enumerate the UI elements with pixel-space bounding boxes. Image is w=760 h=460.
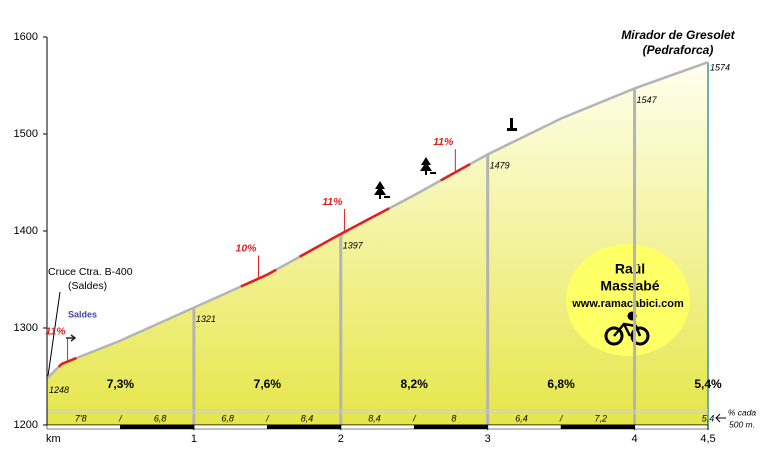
caption-arrow [715,413,726,423]
km-bar [340,424,415,430]
km-bar [487,424,562,430]
half-km-caption: % cada [728,407,757,417]
section-gradient: 5,4% [694,377,722,391]
steep-label: 11% [433,136,454,148]
subtitle: (Pedraforca) [643,43,714,57]
y-tick-label: 1600 [14,31,38,43]
junction-sub: (Saldes) [68,280,107,292]
half-km-sep: / [118,413,123,423]
credit-surname: Massabé [600,278,659,294]
credit-url: www.ramacabici.com [571,298,684,310]
steep-segment [240,268,277,288]
half-km-sep: / [412,413,417,423]
y-tick-label: 1200 [14,419,38,431]
half-km-sep: / [265,413,270,423]
km-bar [413,424,488,430]
half-km-gradient: 8,4 [301,413,314,423]
km-bar [634,424,709,430]
half-km-gradient: 6,8 [154,413,167,423]
steep-label: 10% [236,242,258,254]
elevation-label: 1321 [196,314,216,324]
km-bar [193,424,268,430]
x-tick-label: 4 [631,433,637,445]
section-gradient: 7,3% [107,377,135,391]
steep-segment [440,163,471,182]
half-km-gradient: 6,4 [515,413,528,423]
half-km-caption: 500 m. [729,419,755,429]
section-gradient: 8,2% [401,377,429,391]
profile-area [47,62,708,425]
building-icon [507,118,517,131]
tree-icon [374,181,390,199]
y-tick-label: 1500 [14,128,38,140]
half-km-gradient: 7,2 [595,413,608,423]
km-bar [120,424,195,430]
km-bar [46,424,121,430]
half-km-gradient: 6,8 [221,413,234,423]
direction-label: Saldes [68,309,97,319]
steep-label: 11% [45,325,66,337]
elevation-label: 1574 [710,63,730,73]
elevation-label: 1397 [343,240,364,250]
tree-icon [420,157,436,175]
x-axis-label: km [46,433,61,445]
x-tick-label: 4,5 [700,433,715,445]
elevation-label: 1547 [637,95,658,105]
direction-arrow [66,334,77,342]
junction-label: Cruce Ctra. B-400 [48,266,133,278]
junction-pointer [47,291,61,377]
credit-name: Raül [615,261,645,277]
km-bar [560,424,635,430]
x-tick-label: 2 [338,433,344,445]
x-tick-label: 3 [485,433,491,445]
elevation-label: 1248 [49,385,69,395]
steep-label: 11% [322,196,343,208]
y-tick-label: 1300 [14,322,38,334]
credit-badge [566,244,690,356]
elevation-label: 1479 [490,161,510,171]
half-km-gradient: 7'8 [75,413,87,423]
half-km-gradient: 5,4 [702,413,715,423]
section-gradient: 7,6% [254,377,282,391]
title: Mirador de Gresolet [621,28,735,42]
y-tick-label: 1400 [14,225,38,237]
half-km-gradient: 8 [451,413,456,423]
section-gradient: 6,8% [547,377,575,391]
half-km-sep: / [559,413,564,423]
km-bar [267,424,342,430]
half-km-gradient: 8,4 [368,413,381,423]
x-tick-label: 1 [191,433,197,445]
